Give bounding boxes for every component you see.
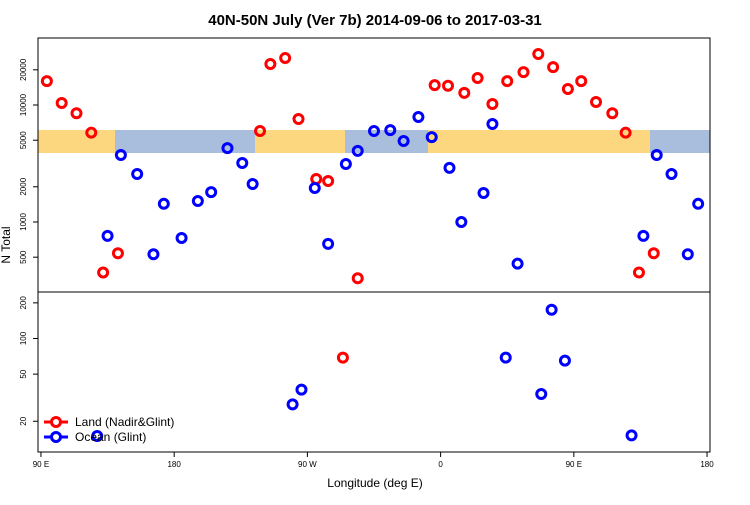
point	[442, 79, 455, 92]
point	[425, 131, 438, 144]
point	[637, 229, 650, 242]
point	[322, 175, 335, 188]
point	[70, 107, 83, 120]
top-frame	[37, 37, 711, 293]
point	[336, 351, 349, 364]
point	[650, 148, 663, 161]
point	[428, 79, 441, 92]
point	[264, 58, 277, 71]
point	[157, 197, 170, 210]
point	[351, 272, 364, 285]
point	[692, 197, 705, 210]
point	[339, 158, 352, 171]
y-tick-label: 1000	[19, 213, 28, 231]
point	[85, 126, 98, 139]
point	[368, 124, 380, 137]
point	[254, 124, 267, 137]
x-axis-label: Longitude (deg E)	[327, 476, 422, 490]
y-tick-label: 500	[19, 250, 28, 264]
y-axis-label: N Total	[0, 226, 13, 263]
y-tick-label: 2000	[19, 177, 28, 195]
point	[486, 118, 499, 131]
map-strip	[38, 130, 710, 153]
point	[575, 75, 588, 88]
y-tick-label: 50	[19, 369, 28, 378]
x-tick-label: 90 E	[33, 460, 49, 469]
point	[147, 248, 160, 261]
legend-label: Land (Nadir&Glint)	[75, 415, 174, 429]
point	[443, 161, 456, 174]
point	[279, 52, 292, 65]
bottom-frame	[37, 291, 711, 453]
point	[295, 383, 308, 396]
chart-title: 40N-50N July (Ver 7b) 2014-09-06 to 2017…	[208, 12, 542, 29]
point	[205, 186, 218, 199]
point	[91, 430, 104, 443]
point	[40, 75, 53, 88]
point	[101, 229, 114, 242]
point	[681, 248, 694, 261]
point	[477, 186, 490, 199]
x-tick-label: 90 W	[298, 460, 317, 469]
point	[308, 182, 321, 195]
point	[221, 142, 234, 155]
point	[131, 168, 144, 181]
point	[322, 237, 335, 250]
y-tick-label: 10000	[19, 93, 28, 116]
y-tick-label: 20	[19, 416, 28, 425]
point	[499, 351, 512, 364]
point	[632, 266, 645, 279]
point	[455, 215, 468, 228]
point	[412, 111, 425, 124]
point	[511, 257, 524, 270]
point	[547, 61, 560, 74]
y-tick-label: 200	[19, 296, 28, 310]
x-tick-label: 180	[700, 460, 714, 469]
point	[545, 303, 558, 316]
point	[619, 126, 632, 139]
y-tick-label: 5000	[19, 131, 28, 149]
point	[606, 107, 619, 120]
point	[246, 178, 259, 191]
point	[501, 75, 514, 88]
legend-label: Ocean (Glint)	[75, 430, 146, 444]
point	[535, 387, 548, 400]
point	[236, 157, 249, 170]
point	[647, 247, 660, 260]
point	[286, 398, 299, 411]
point	[292, 112, 305, 125]
point	[384, 124, 397, 137]
point	[191, 195, 204, 208]
point	[625, 429, 638, 442]
legend-marker	[50, 431, 62, 443]
y-tick-label: 20000	[19, 58, 28, 81]
point	[397, 135, 410, 148]
point	[590, 96, 603, 109]
point	[486, 98, 499, 111]
y-tick-label: 100	[19, 331, 28, 345]
point	[561, 83, 574, 96]
point	[471, 72, 484, 85]
point	[114, 148, 127, 161]
point	[175, 231, 188, 244]
point	[97, 266, 110, 279]
point	[55, 97, 68, 110]
point	[517, 66, 530, 79]
x-tick-label: 180	[167, 460, 181, 469]
point	[458, 86, 471, 99]
point	[558, 354, 571, 367]
point	[532, 47, 545, 60]
x-tick-label: 90 E	[566, 460, 582, 469]
point	[665, 168, 678, 181]
point	[310, 173, 323, 186]
point	[111, 247, 124, 260]
legend-marker	[50, 416, 62, 428]
point	[351, 144, 364, 157]
x-tick-label: 0	[438, 460, 443, 469]
